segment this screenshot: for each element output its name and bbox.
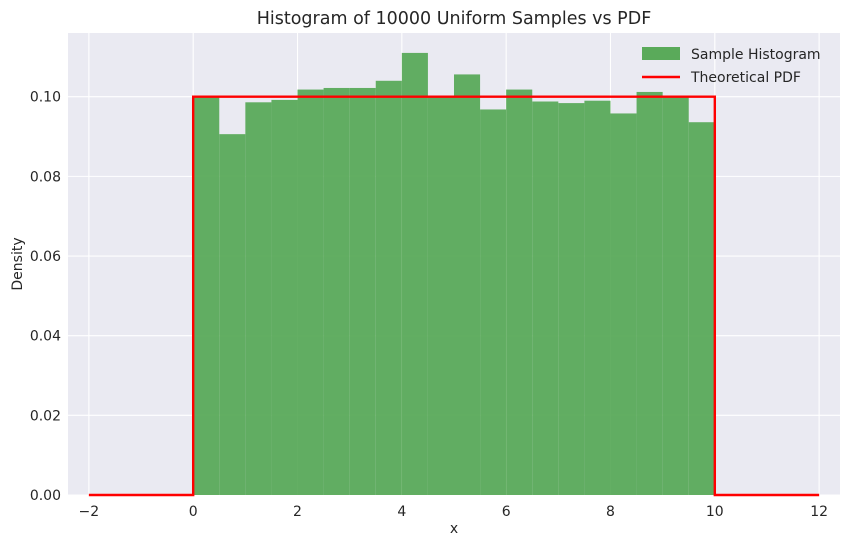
pdf-line-layer <box>88 95 820 497</box>
legend: Sample Histogram Theoretical PDF <box>642 47 821 86</box>
x-tick-label: 10 <box>706 504 724 520</box>
legend-label-histogram: Sample Histogram <box>691 47 821 63</box>
histogram-bar <box>427 97 454 495</box>
histogram-bar <box>688 122 715 495</box>
x-tick-label: 0 <box>189 504 198 520</box>
x-tick-label: 12 <box>810 504 828 520</box>
histogram-bar <box>662 96 689 496</box>
x-tick-label: 6 <box>502 504 511 520</box>
y-tick-label: 0.04 <box>30 329 61 345</box>
histogram-bar <box>454 74 481 496</box>
histogram-bar <box>532 101 559 495</box>
x-tick-label: 8 <box>606 504 615 520</box>
histogram-bar <box>506 89 533 495</box>
histogram-bar <box>401 52 428 496</box>
x-axis-label: x <box>450 521 458 537</box>
legend-swatch-histogram <box>642 47 680 60</box>
histogram-bar <box>245 102 272 496</box>
y-tick-label: 0.10 <box>30 90 61 106</box>
histogram-bar <box>375 80 402 496</box>
histogram-bar <box>271 99 298 496</box>
legend-label-pdf: Theoretical PDF <box>690 70 801 86</box>
y-tick-label: 0.00 <box>30 488 61 504</box>
x-tick-label: 4 <box>397 504 406 520</box>
y-axis-label: Density <box>10 237 26 290</box>
y-tick-label: 0.06 <box>30 249 61 265</box>
tick-labels: −2 0 2 4 6 8 10 12 0.00 0.02 0.04 0.06 0.08 0.10 <box>30 90 828 520</box>
histogram-bar <box>636 91 663 495</box>
histogram-bar <box>193 96 220 496</box>
histogram-bar <box>349 87 376 495</box>
histogram-bar <box>219 134 246 496</box>
histogram-bar <box>610 113 637 495</box>
pdf-line <box>88 95 820 497</box>
histogram-bars <box>193 52 715 496</box>
histogram-bar <box>480 109 507 495</box>
histogram-bar <box>297 89 324 495</box>
histogram-bar <box>558 103 585 495</box>
y-tick-label: 0.02 <box>30 408 61 424</box>
histogram-bar <box>323 87 350 495</box>
x-tick-label: −2 <box>79 504 100 520</box>
chart-title: Histogram of 10000 Uniform Samples vs PD… <box>257 9 652 29</box>
x-tick-label: 2 <box>293 504 302 520</box>
histogram-bar <box>584 100 611 495</box>
y-tick-label: 0.08 <box>30 169 61 185</box>
